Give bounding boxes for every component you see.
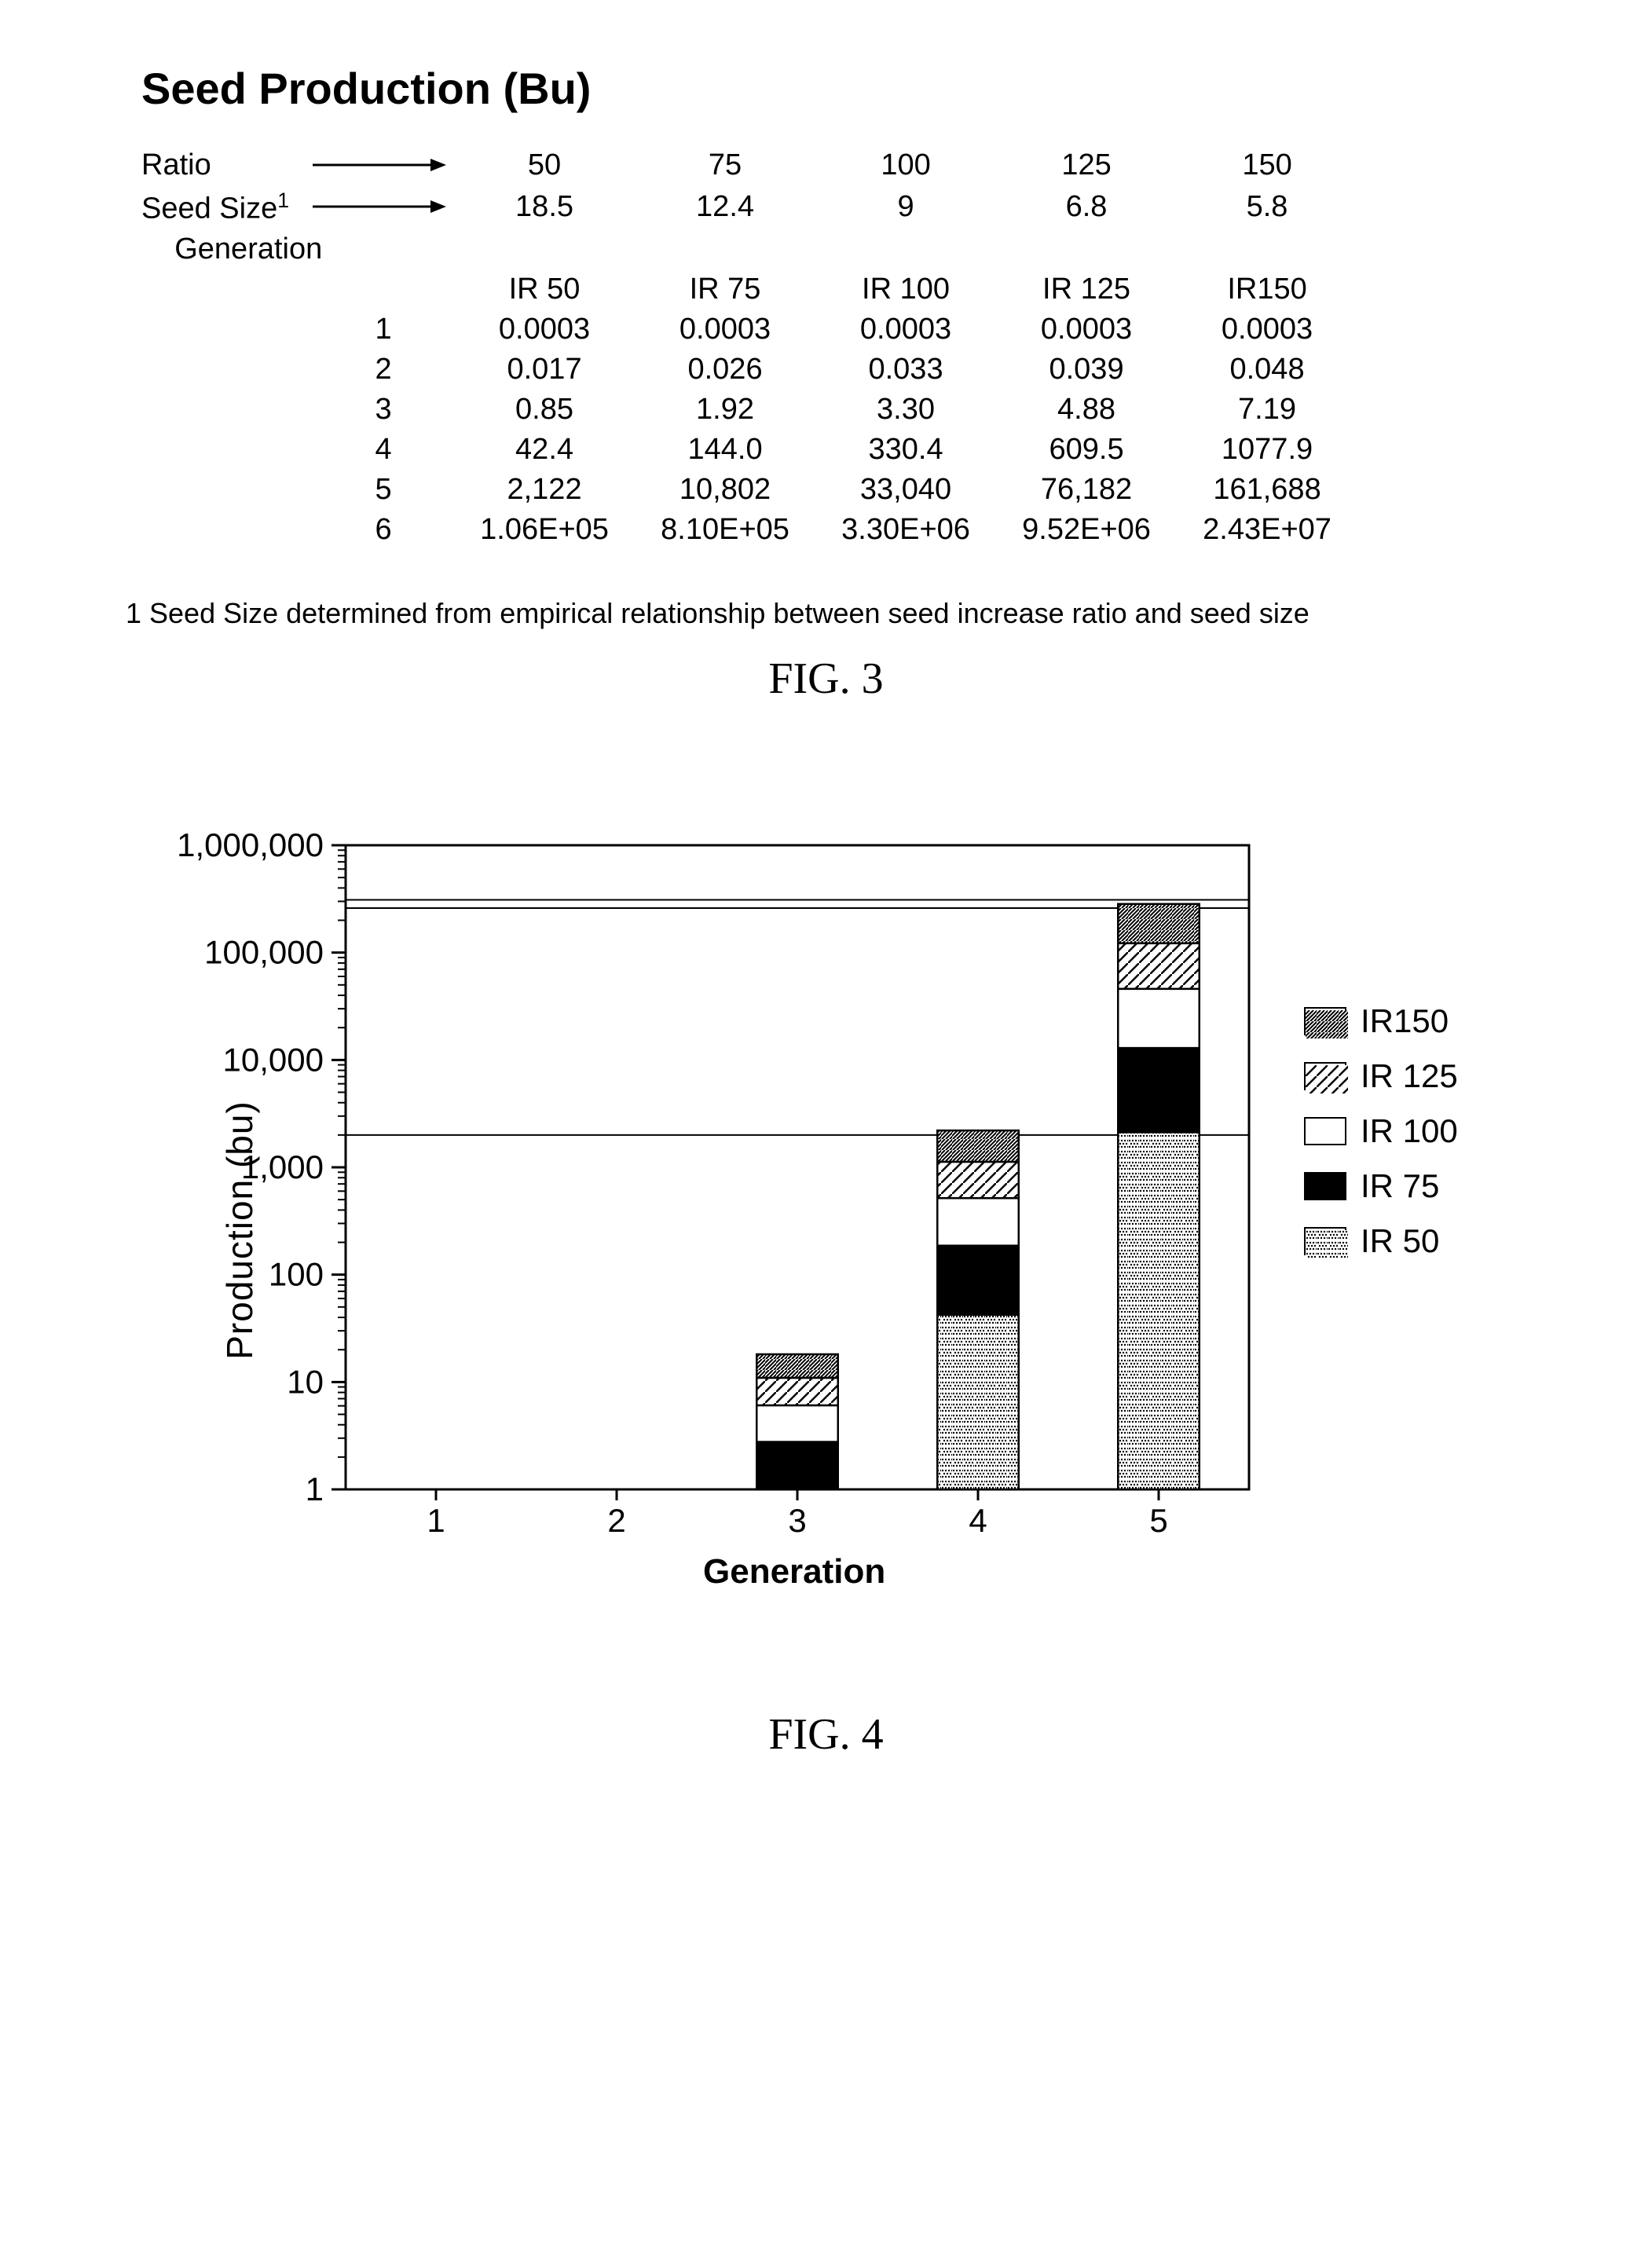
svg-text:10: 10 — [287, 1363, 324, 1400]
svg-text:10,000: 10,000 — [223, 1041, 324, 1078]
svg-text:5: 5 — [1149, 1502, 1167, 1539]
x-axis-title: Generation — [703, 1552, 885, 1592]
chart: 1101001,00010,000100,0001,000,00012345 P… — [94, 798, 1558, 1662]
svg-text:100: 100 — [269, 1255, 324, 1292]
data-table: Ratio5075100125150Seed Size118.512.496.8… — [141, 145, 1558, 550]
svg-text:1,000,000: 1,000,000 — [177, 826, 324, 863]
legend-item: IR 100 — [1304, 1112, 1458, 1150]
footnote: 1 Seed Size determined from empirical re… — [126, 597, 1558, 630]
page-title: Seed Production (Bu) — [141, 63, 1558, 114]
svg-text:1: 1 — [306, 1471, 324, 1507]
fig4-caption: FIG. 4 — [94, 1709, 1558, 1760]
legend-item: IR 75 — [1304, 1167, 1458, 1205]
legend-item: IR 50 — [1304, 1222, 1458, 1260]
svg-text:4: 4 — [969, 1502, 987, 1539]
legend-item: IR150 — [1304, 1002, 1458, 1040]
svg-text:100,000: 100,000 — [204, 933, 324, 970]
svg-text:1: 1 — [427, 1502, 445, 1539]
fig3-caption: FIG. 3 — [94, 654, 1558, 704]
svg-text:2: 2 — [607, 1502, 625, 1539]
legend-item: IR 125 — [1304, 1057, 1458, 1095]
svg-text:3: 3 — [788, 1502, 806, 1539]
legend: IR150 IR 125 IR 100 IR 75 IR 50 — [1304, 1002, 1458, 1277]
y-axis-title: Production (bu) — [218, 1101, 261, 1360]
